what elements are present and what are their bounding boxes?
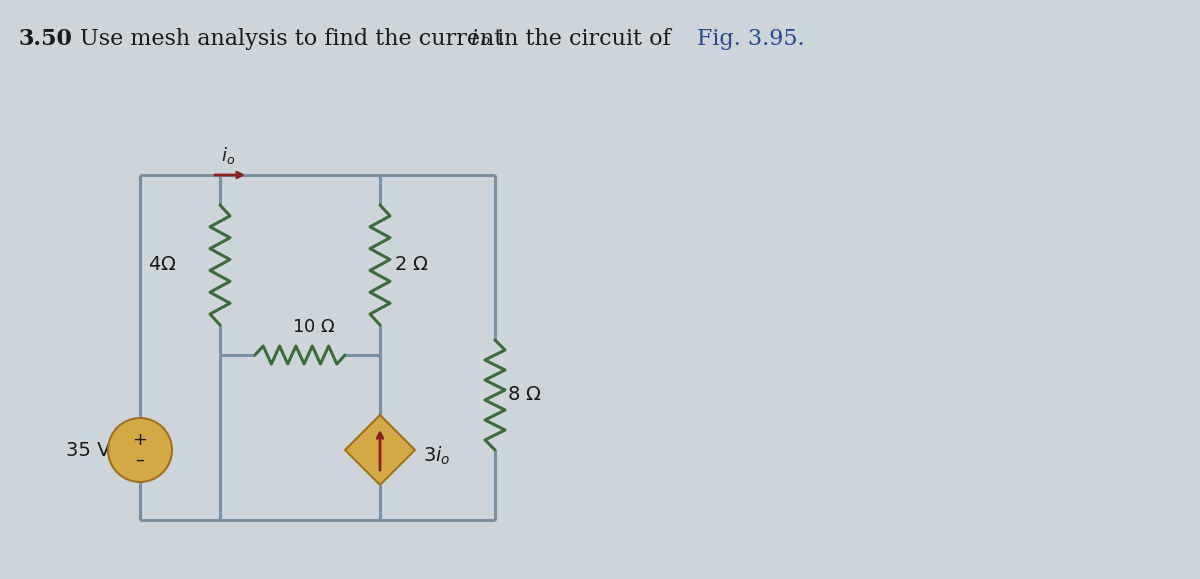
Text: in the circuit of: in the circuit of	[490, 28, 678, 50]
Polygon shape	[346, 415, 415, 485]
Text: 2 $\Omega$: 2 $\Omega$	[394, 255, 428, 274]
Text: 3$i_o$: 3$i_o$	[424, 445, 450, 467]
Text: i: i	[470, 28, 478, 50]
Text: +: +	[132, 431, 148, 449]
Text: 4$\Omega$: 4$\Omega$	[148, 255, 176, 274]
Text: 8 $\Omega$: 8 $\Omega$	[508, 386, 541, 405]
Text: Use mesh analysis to find the current: Use mesh analysis to find the current	[80, 28, 510, 50]
Text: o: o	[480, 34, 490, 48]
Text: Fig. 3.95.: Fig. 3.95.	[697, 28, 805, 50]
Text: 3.50: 3.50	[18, 28, 72, 50]
Circle shape	[108, 418, 172, 482]
Text: $i_o$: $i_o$	[221, 145, 235, 166]
Text: 10 $\Omega$: 10 $\Omega$	[292, 318, 336, 336]
Text: –: –	[136, 451, 144, 469]
Text: 35 V: 35 V	[66, 441, 110, 460]
